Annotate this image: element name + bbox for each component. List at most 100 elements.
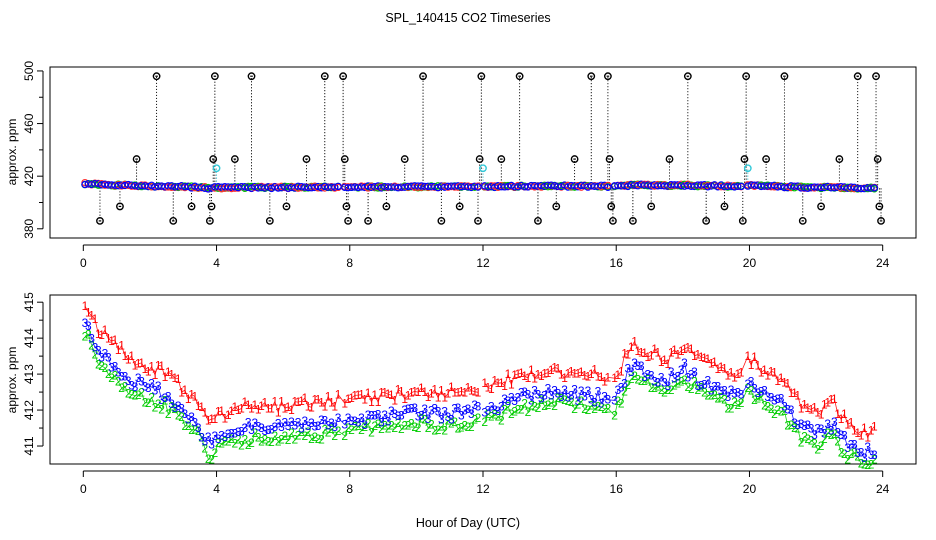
series-1-point: 1 [351,388,358,402]
series-2-point: 2 [714,392,721,406]
series-1-line [484,340,875,439]
series-1-point: 1 [631,334,638,348]
series-2-point: 2 [851,446,858,460]
series-3-point: 3 [794,418,801,432]
series-3-point: 3 [738,388,745,402]
series-2-point: 2 [561,393,568,407]
series-1-point: 1 [178,385,185,399]
spike-point [605,155,614,163]
series-1-point: 1 [155,358,162,372]
series-1-point: 1 [128,349,135,363]
series-3-point: 3 [398,408,405,422]
series-3-point: 3 [232,426,239,440]
series-3-point: 3 [701,378,708,392]
series-1-point: 1 [811,400,818,414]
spike-point [835,155,844,163]
series-2-point: 2 [475,411,482,425]
series-3-point: 3 [585,384,592,398]
series-2-point: 2 [838,445,845,459]
series-3-point: 3 [841,429,848,443]
series-3-point [867,184,875,192]
series-2-point: 2 [401,419,408,433]
series-2-point: 2 [218,437,225,451]
series-2-point: 2 [82,329,89,343]
series-3-point: 3 [714,380,721,394]
series-3-point: 3 [102,346,109,360]
series-3-point: 3 [645,367,652,381]
series-2-point: 2 [718,390,725,404]
series-1-point: 1 [361,393,368,407]
series-1-point: 1 [738,365,745,379]
series-2-point: 2 [228,432,235,446]
series-3-point: 3 [225,427,232,441]
series-3-point: 3 [485,404,492,418]
series-3-point: 3 [175,399,182,413]
series-2-point: 2 [285,433,292,447]
series-2-point: 2 [861,457,868,471]
spike-point [247,72,256,81]
spike-point [587,72,596,81]
series-2-point: 2 [621,384,628,398]
top-y-tick-label: 420 [22,166,36,186]
series-3-point: 3 [498,399,505,413]
bottom-plot-frame [49,294,917,465]
series-3-point: 3 [821,427,828,441]
series-1-point: 1 [391,394,398,408]
series-1-point: 1 [441,390,448,404]
series-3-point: 3 [811,428,818,442]
series-2-point: 2 [618,397,625,411]
series-1-point: 1 [518,366,525,380]
bottom-x-tick-label: 20 [743,482,757,496]
series-1-point: 1 [618,365,625,379]
series-2-point: 2 [791,421,798,435]
series-3-point: 3 [98,351,105,365]
series-3-point: 3 [828,423,835,437]
series-1-point: 1 [515,367,522,381]
series-1-point: 1 [315,393,322,407]
series-2-point: 2 [348,423,355,437]
series-3-point: 3 [198,430,205,444]
series-2-point: 2 [198,431,205,445]
series-2-point: 2 [531,399,538,413]
series-2-point: 2 [688,382,695,396]
series-3-point: 3 [222,430,229,444]
spike-point [320,72,329,81]
series-3-point: 3 [675,369,682,383]
series-2-point: 2 [811,436,818,450]
spike-point [738,216,747,225]
series-2-point: 2 [301,429,308,443]
series-2-point: 2 [105,367,112,381]
series-2-point: 2 [271,429,278,443]
series-2-point: 2 [461,418,468,432]
series-3-point: 3 [804,418,811,432]
series-3-point: 3 [308,416,315,430]
series-2-point: 2 [245,438,252,452]
series-1-point: 1 [768,364,775,378]
series-3-point: 3 [455,401,462,415]
series-2-point: 2 [658,383,665,397]
series-2-point: 2 [95,357,102,371]
series-3-point: 3 [734,385,741,399]
series-1-point: 1 [701,351,708,365]
series-1-point: 1 [142,362,149,376]
series-2-point: 2 [258,435,265,449]
series-1-point: 1 [421,385,428,399]
series-3-point: 3 [605,393,612,407]
series-1-point: 1 [368,395,375,409]
top-y-tick-label: 460 [22,113,36,133]
series-1-point: 1 [821,397,828,411]
series-2-point: 2 [701,385,708,399]
series-2-point: 2 [288,426,295,440]
series-2-point: 2 [165,407,172,421]
series-3-point: 3 [375,408,382,422]
series-1-point: 1 [535,367,542,381]
series-2-point: 2 [568,395,575,409]
series-2-point: 2 [854,449,861,463]
series-2-point: 2 [325,426,332,440]
series-3-point: 3 [122,369,129,383]
series-2-point: 2 [651,381,658,395]
series-1-point: 1 [784,376,791,390]
series-3-point: 3 [764,390,771,404]
series-3-point: 3 [581,389,588,403]
series-3-point: 3 [245,415,252,429]
